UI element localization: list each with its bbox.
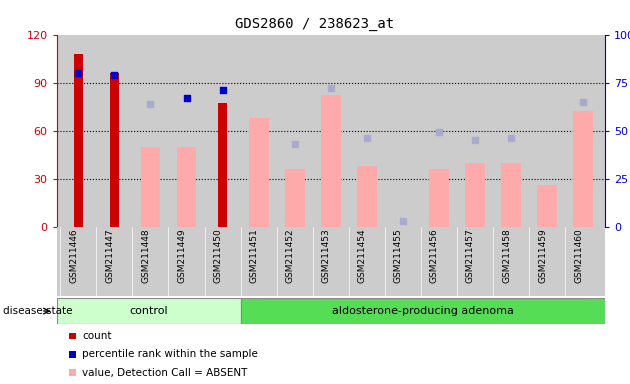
Point <box>506 135 516 141</box>
Text: control: control <box>129 306 168 316</box>
Point <box>326 85 336 91</box>
Bar <box>321 95 341 227</box>
Bar <box>218 103 227 227</box>
Bar <box>110 73 119 227</box>
Text: GSM211453: GSM211453 <box>322 228 331 283</box>
Point <box>362 135 372 141</box>
Bar <box>285 169 305 227</box>
Point <box>73 70 83 76</box>
Text: GSM211459: GSM211459 <box>538 228 547 283</box>
Text: GSM211447: GSM211447 <box>105 228 115 283</box>
Bar <box>140 147 161 227</box>
Point <box>290 141 300 147</box>
Text: GSM211450: GSM211450 <box>214 228 222 283</box>
Point <box>181 95 192 101</box>
Text: GSM211448: GSM211448 <box>142 228 151 283</box>
Text: GSM211446: GSM211446 <box>69 228 78 283</box>
Point <box>146 101 156 107</box>
Text: GSM211458: GSM211458 <box>502 228 511 283</box>
Bar <box>74 54 83 227</box>
Text: disease state: disease state <box>3 306 72 316</box>
Text: GSM211460: GSM211460 <box>574 228 583 283</box>
Point <box>578 99 588 105</box>
Bar <box>537 185 557 227</box>
Text: value, Detection Call = ABSENT: value, Detection Call = ABSENT <box>83 368 248 378</box>
Bar <box>465 162 485 227</box>
Bar <box>57 298 241 324</box>
Point <box>434 129 444 136</box>
Bar <box>429 169 449 227</box>
Text: GSM211452: GSM211452 <box>285 228 295 283</box>
Bar <box>249 118 268 227</box>
Bar <box>241 298 605 324</box>
Text: count: count <box>83 331 112 341</box>
Bar <box>501 162 521 227</box>
Text: GSM211457: GSM211457 <box>466 228 475 283</box>
Text: GDS2860 / 238623_at: GDS2860 / 238623_at <box>236 17 394 31</box>
Bar <box>176 147 197 227</box>
Text: aldosterone-producing adenoma: aldosterone-producing adenoma <box>332 306 513 316</box>
Text: percentile rank within the sample: percentile rank within the sample <box>83 349 258 359</box>
Text: GSM211456: GSM211456 <box>430 228 439 283</box>
Text: GSM211451: GSM211451 <box>249 228 259 283</box>
Text: GSM211455: GSM211455 <box>394 228 403 283</box>
Point <box>217 87 227 93</box>
Bar <box>573 111 593 227</box>
Bar <box>357 166 377 227</box>
Point <box>398 218 408 224</box>
Text: GSM211454: GSM211454 <box>358 228 367 283</box>
Text: GSM211449: GSM211449 <box>178 228 186 283</box>
Point <box>110 72 120 78</box>
Point <box>470 137 480 143</box>
